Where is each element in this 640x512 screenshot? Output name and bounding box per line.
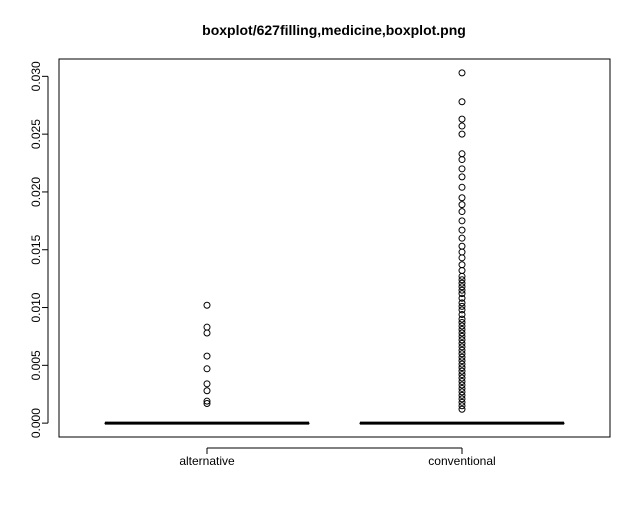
outlier-point xyxy=(458,294,466,302)
y-tick-label: 0.030 xyxy=(29,61,43,91)
x-tick-label-alternative: alternative xyxy=(179,454,235,468)
outlier-point xyxy=(458,98,466,106)
outlier-point xyxy=(458,194,466,202)
outlier-point xyxy=(458,398,466,406)
outlier-point xyxy=(458,183,466,191)
outlier-point xyxy=(458,272,466,280)
outlier-point xyxy=(458,130,466,138)
outlier-point xyxy=(458,248,466,256)
outlier-point xyxy=(458,226,466,234)
x-axis: alternative conventional xyxy=(179,447,496,468)
outlier-point xyxy=(458,286,466,294)
outlier-point xyxy=(458,69,466,77)
y-tick-label: 0.000 xyxy=(29,408,43,438)
outlier-point xyxy=(458,290,466,298)
outlier-point xyxy=(458,165,466,173)
y-axis: 0.000 0.005 0.010 0.015 0.020 0.025 0.030 xyxy=(29,61,49,438)
y-tick-label: 0.020 xyxy=(29,177,43,207)
outlier-point xyxy=(458,115,466,123)
outlier-point xyxy=(458,319,466,327)
outlier-point xyxy=(458,279,466,287)
outlier-point xyxy=(458,332,466,340)
outlier-point xyxy=(458,299,466,307)
outlier-point xyxy=(458,391,466,399)
outlier-point xyxy=(203,352,211,360)
outlier-point xyxy=(458,343,466,351)
outlier-point xyxy=(458,360,466,368)
outlier-point xyxy=(458,208,466,216)
outlier-point xyxy=(458,267,466,275)
outlier-point xyxy=(203,301,211,309)
outlier-point xyxy=(458,276,466,284)
outlier-point xyxy=(458,201,466,209)
boxes xyxy=(104,421,565,425)
outlier-point xyxy=(458,306,466,314)
y-tick-label: 0.015 xyxy=(29,234,43,264)
outlier-point xyxy=(458,336,466,344)
outlier-point xyxy=(458,371,466,379)
plot-frame xyxy=(58,58,611,438)
outlier-point xyxy=(458,254,466,262)
outlier-point xyxy=(458,367,466,375)
y-tick-label: 0.005 xyxy=(29,350,43,380)
outlier-point xyxy=(458,150,466,158)
outlier-point xyxy=(458,329,466,337)
outlier-point xyxy=(458,261,466,269)
outlier-point xyxy=(458,357,466,365)
outlier-point xyxy=(458,350,466,358)
outlier-point xyxy=(203,329,211,337)
y-tick-label: 0.025 xyxy=(29,119,43,149)
y-tick-label: 0.010 xyxy=(29,292,43,322)
outlier-point xyxy=(458,322,466,330)
outlier-point xyxy=(458,384,466,392)
outlier-point xyxy=(458,302,466,310)
outlier-point xyxy=(458,234,466,242)
outlier-point xyxy=(458,395,466,403)
outlier-point xyxy=(458,217,466,225)
outlier-point xyxy=(458,405,466,413)
outlier-point xyxy=(203,387,211,395)
outlier-point xyxy=(458,122,466,130)
outlier-point xyxy=(458,242,466,250)
outlier-point xyxy=(458,325,466,333)
outlier-point xyxy=(458,381,466,389)
outlier-point xyxy=(203,397,211,405)
outlier-point xyxy=(203,399,211,407)
outlier-point xyxy=(458,388,466,396)
outlier-point xyxy=(458,173,466,181)
outlier-point xyxy=(203,323,211,331)
outliers xyxy=(203,69,466,413)
outlier-point xyxy=(458,315,466,323)
outlier-point xyxy=(458,346,466,354)
outlier-point xyxy=(458,283,466,291)
outlier-point xyxy=(458,353,466,361)
outlier-point xyxy=(458,402,466,410)
outlier-point xyxy=(458,156,466,164)
outlier-point xyxy=(458,310,466,318)
outlier-point xyxy=(458,364,466,372)
outlier-point xyxy=(458,374,466,382)
outlier-point xyxy=(458,339,466,347)
outlier-point xyxy=(203,380,211,388)
x-tick-label-conventional: conventional xyxy=(428,454,495,468)
chart-title: boxplot/627filling,medicine,boxplot.png xyxy=(202,22,466,38)
outlier-point xyxy=(203,365,211,373)
outlier-point xyxy=(458,378,466,386)
